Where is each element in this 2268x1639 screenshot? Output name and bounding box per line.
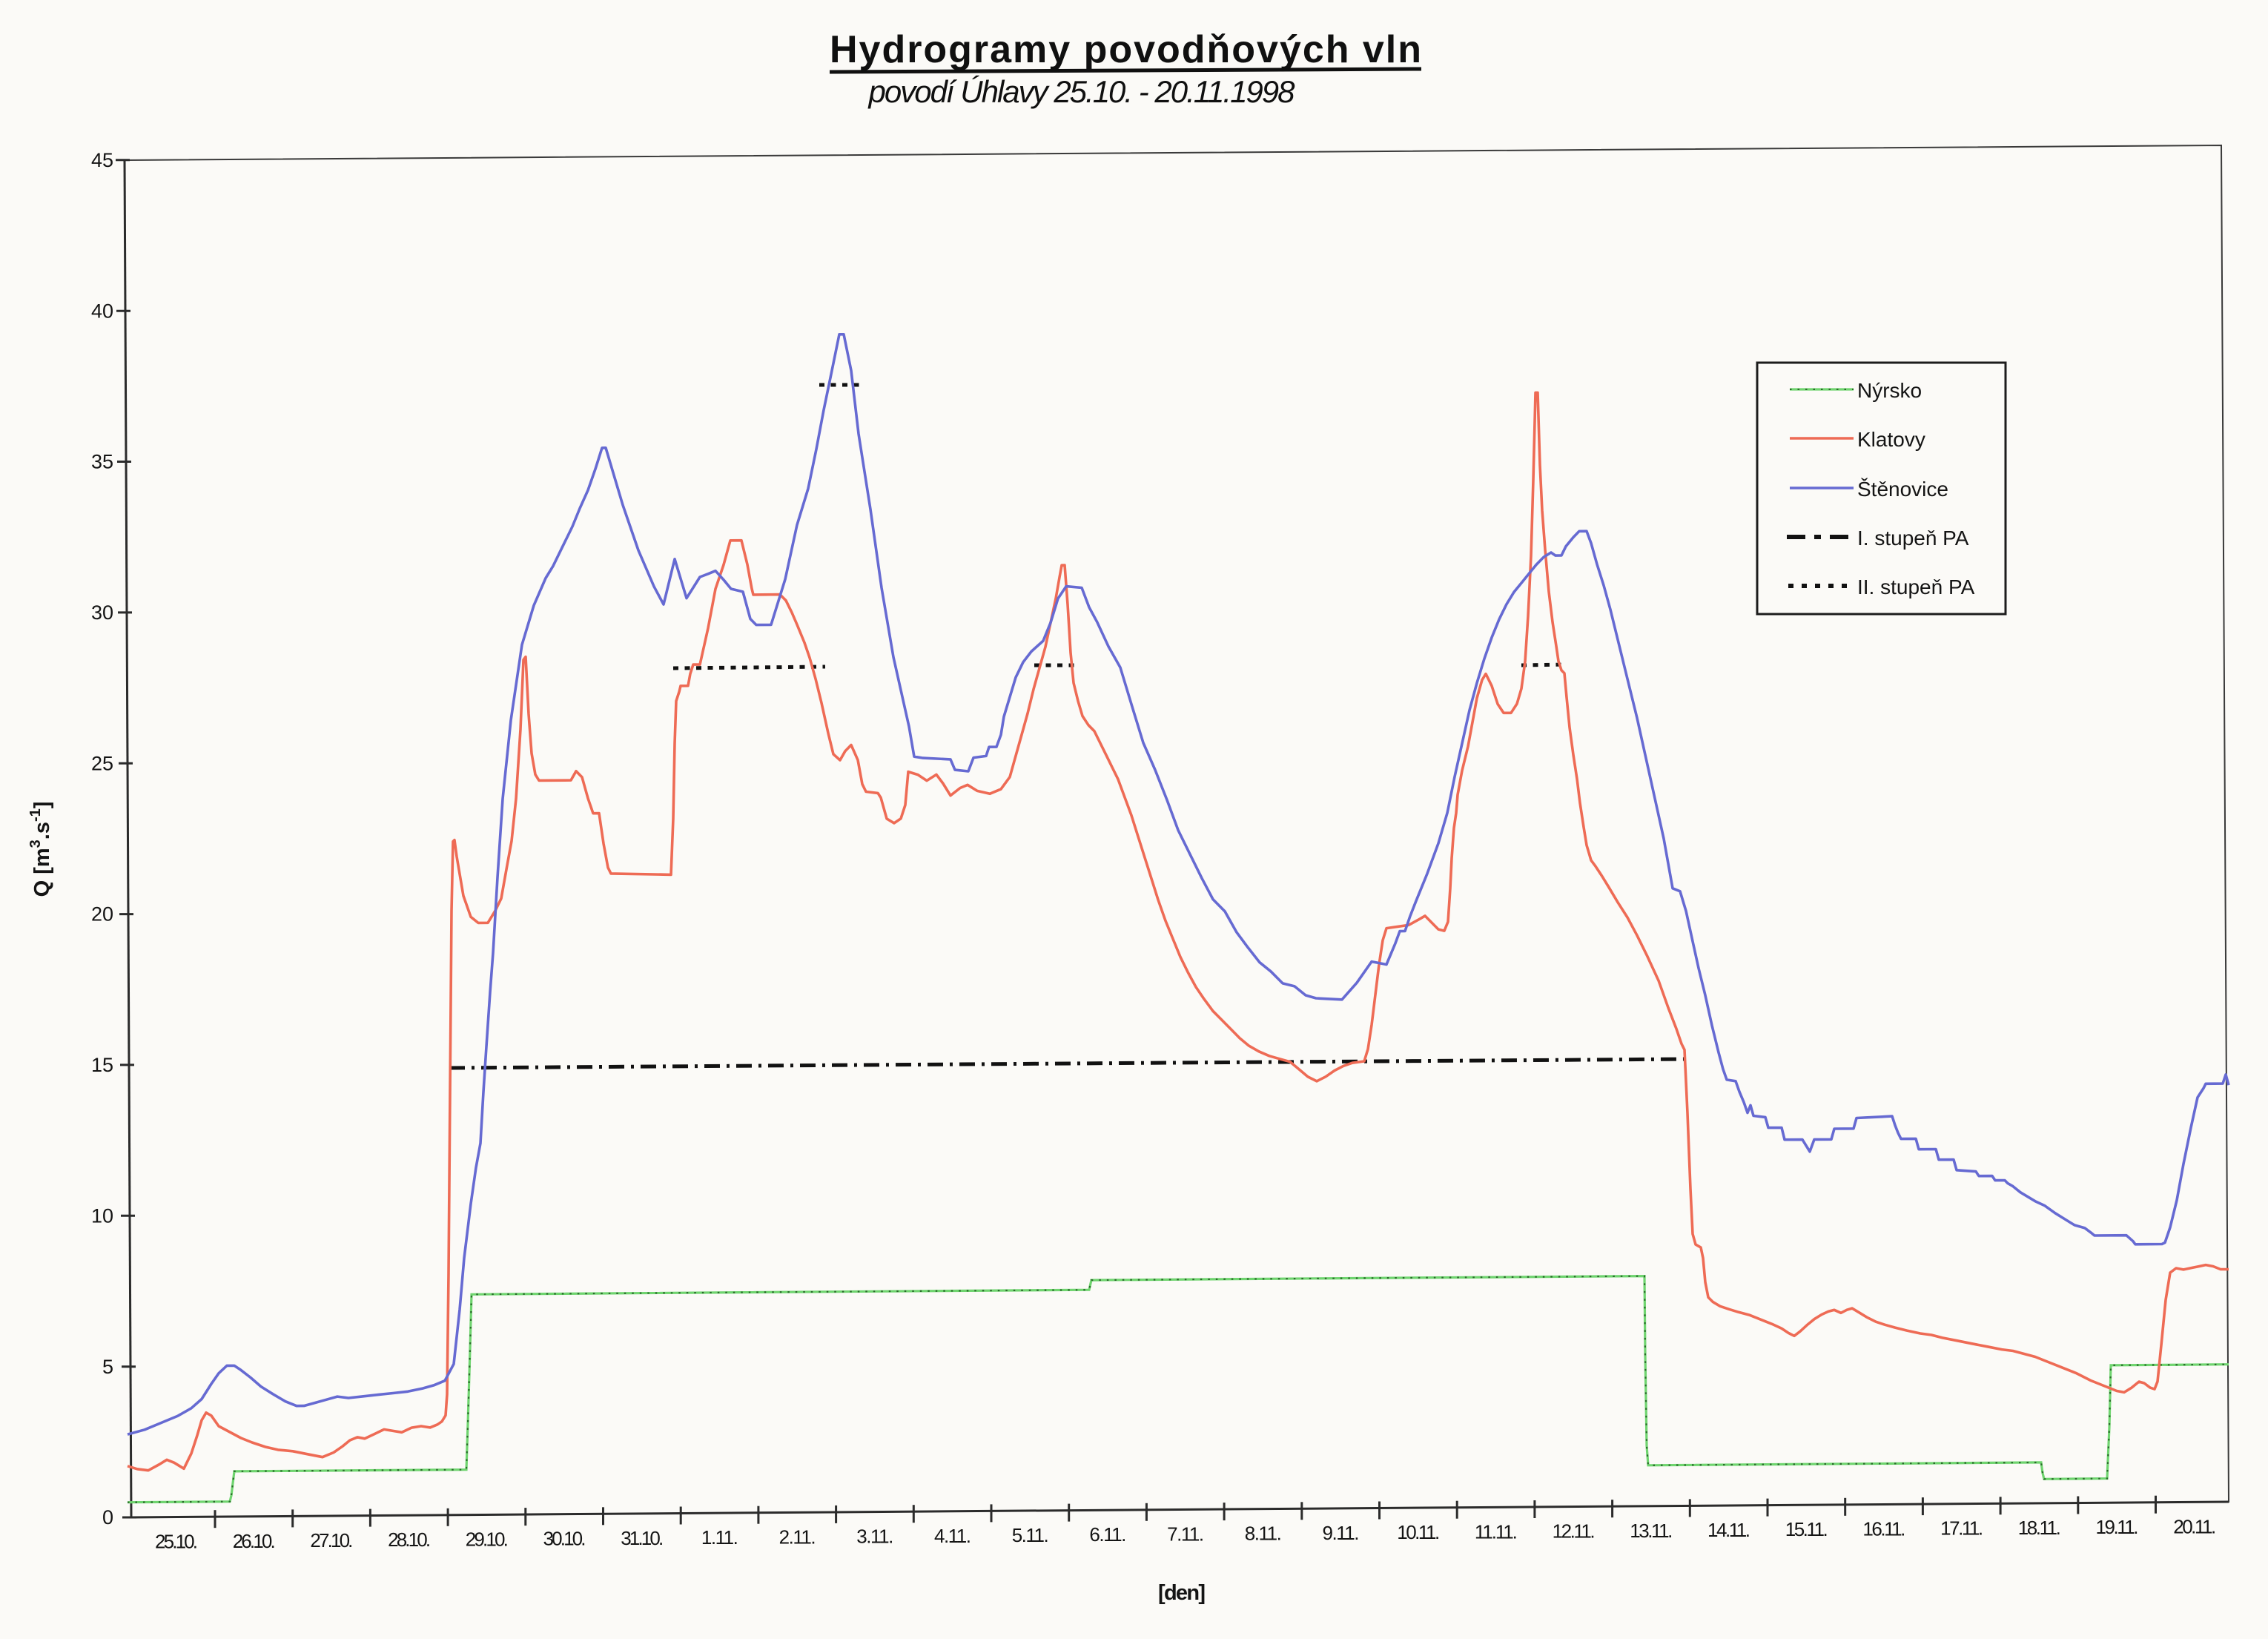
svg-text:14.11.: 14.11. bbox=[1707, 1519, 1750, 1541]
svg-text:25: 25 bbox=[91, 752, 113, 774]
svg-text:15: 15 bbox=[91, 1054, 113, 1076]
svg-text:18.11.: 18.11. bbox=[2018, 1517, 2061, 1539]
svg-text:1.11.: 1.11. bbox=[701, 1526, 738, 1549]
svg-text:Štěnovice: Štěnovice bbox=[1857, 478, 1948, 501]
svg-text:40: 40 bbox=[91, 300, 113, 322]
svg-text:16.11.: 16.11. bbox=[1862, 1518, 1905, 1540]
svg-text:20: 20 bbox=[91, 903, 113, 926]
svg-text:2.11.: 2.11. bbox=[779, 1526, 816, 1548]
svg-text:povodí Úhlavy 25.10. - 20.11.1: povodí Úhlavy 25.10. - 20.11.1998 bbox=[867, 74, 1296, 109]
svg-text:19.11.: 19.11. bbox=[2096, 1516, 2139, 1538]
svg-text:Hydrogramy povodňových vln: Hydrogramy povodňových vln bbox=[830, 28, 1421, 71]
svg-text:17.11.: 17.11. bbox=[1940, 1517, 1983, 1540]
svg-text:0: 0 bbox=[102, 1506, 113, 1528]
svg-text:Nýrsko: Nýrsko bbox=[1857, 379, 1922, 402]
svg-text:25.10.: 25.10. bbox=[155, 1531, 198, 1553]
svg-text:5.11.: 5.11. bbox=[1012, 1524, 1049, 1546]
svg-text:9.11.: 9.11. bbox=[1323, 1522, 1360, 1544]
svg-text:I. stupeň PA: I. stupeň PA bbox=[1857, 527, 1969, 550]
svg-text:12.11.: 12.11. bbox=[1553, 1520, 1596, 1543]
svg-text:7.11.: 7.11. bbox=[1167, 1523, 1204, 1545]
svg-text:5: 5 bbox=[102, 1356, 113, 1378]
svg-text:30: 30 bbox=[91, 601, 113, 624]
svg-text:13.11.: 13.11. bbox=[1630, 1520, 1673, 1542]
svg-text:15.11.: 15.11. bbox=[1785, 1518, 1828, 1540]
svg-text:[den]: [den] bbox=[1158, 1581, 1206, 1605]
svg-text:20.11.: 20.11. bbox=[2173, 1515, 2216, 1537]
svg-text:45: 45 bbox=[91, 149, 113, 171]
svg-text:Klatovy: Klatovy bbox=[1857, 428, 1925, 451]
svg-text:30.10.: 30.10. bbox=[543, 1528, 586, 1550]
svg-text:27.10.: 27.10. bbox=[310, 1529, 353, 1551]
svg-text:4.11.: 4.11. bbox=[934, 1525, 971, 1547]
svg-text:29.10.: 29.10. bbox=[466, 1528, 509, 1550]
svg-text:8.11.: 8.11. bbox=[1245, 1523, 1282, 1545]
svg-text:35: 35 bbox=[91, 451, 113, 473]
svg-text:6.11.: 6.11. bbox=[1089, 1523, 1126, 1546]
svg-text:3.11.: 3.11. bbox=[856, 1526, 893, 1548]
svg-text:10: 10 bbox=[91, 1204, 113, 1227]
svg-text:10.11.: 10.11. bbox=[1397, 1521, 1440, 1543]
svg-text:26.10.: 26.10. bbox=[233, 1530, 276, 1552]
svg-text:11.11.: 11.11. bbox=[1475, 1520, 1518, 1543]
svg-text:II. stupeň PA: II. stupeň PA bbox=[1857, 576, 1975, 598]
svg-text:31.10.: 31.10. bbox=[621, 1527, 664, 1549]
svg-text:28.10.: 28.10. bbox=[388, 1528, 431, 1551]
